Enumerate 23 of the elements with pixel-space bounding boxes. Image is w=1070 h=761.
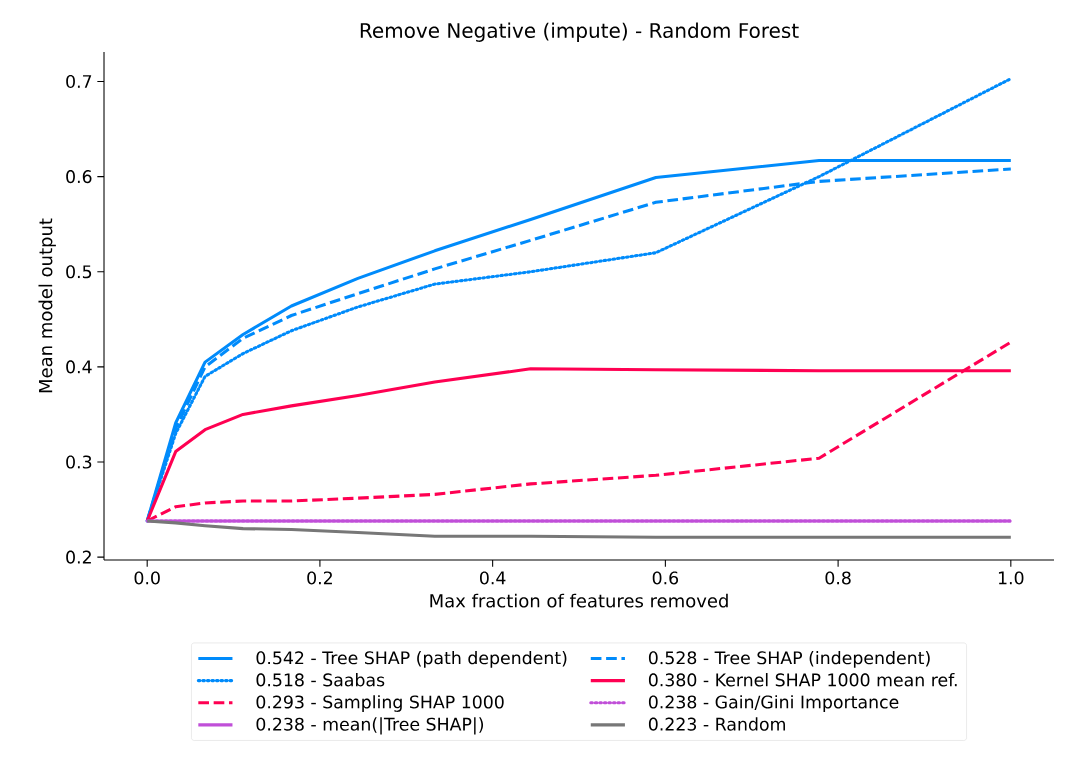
y-tick-label: 0.3 bbox=[66, 455, 92, 469]
x-tick-label: 1.0 bbox=[998, 571, 1024, 585]
legend-label: 0.518 - Saabas bbox=[256, 673, 385, 687]
legend-label: 0.380 - Kernel SHAP 1000 mean ref. bbox=[648, 673, 957, 687]
y-tick-label: 0.7 bbox=[66, 74, 92, 89]
x-axis-title: Max fraction of features removed bbox=[430, 593, 728, 608]
legend-label: 0.223 - Random bbox=[648, 717, 785, 731]
legend-label: 0.542 - Tree SHAP (path dependent) bbox=[256, 650, 567, 668]
legend-label: 0.238 - Gain/Gini Importance bbox=[648, 695, 899, 712]
legend-label: 0.528 - Tree SHAP (independent) bbox=[648, 650, 930, 668]
y-axis-title: Mean model output bbox=[38, 218, 56, 393]
chart-title: Remove Negative (impute) - Random Forest bbox=[360, 22, 799, 42]
y-tick-label: 0.6 bbox=[66, 170, 92, 184]
y-tick-label: 0.5 bbox=[66, 265, 92, 279]
legend-label: 0.293 - Sampling SHAP 1000 bbox=[256, 695, 504, 712]
legend-label: 0.238 - mean(|Tree SHAP|) bbox=[256, 717, 484, 735]
x-tick-label: 0.2 bbox=[307, 571, 332, 585]
y-tick-label: 0.2 bbox=[66, 550, 91, 564]
x-tick-label: 0.8 bbox=[825, 571, 851, 585]
y-tick-label: 0.4 bbox=[66, 360, 92, 374]
x-tick-label: 0.4 bbox=[480, 571, 506, 585]
x-tick-label: 0.0 bbox=[134, 571, 160, 585]
x-tick-label: 0.6 bbox=[652, 571, 679, 585]
